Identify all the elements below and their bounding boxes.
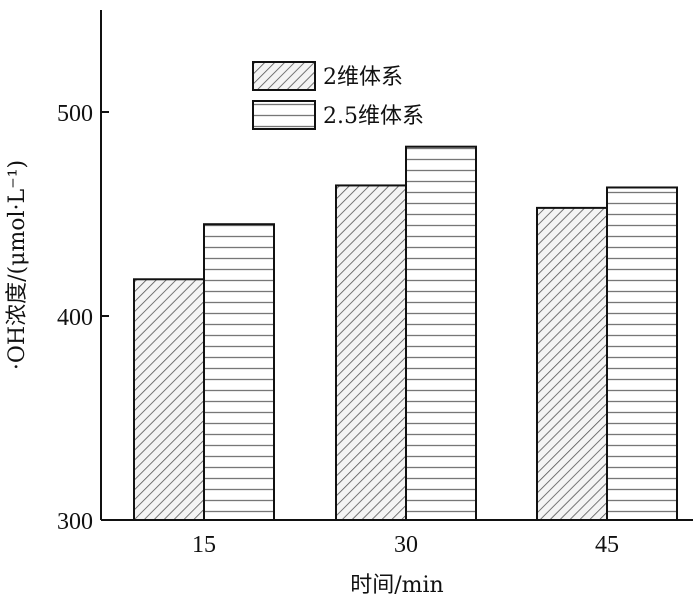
bars <box>133 145 678 521</box>
x-tick-label: 45 <box>595 532 619 558</box>
bar-series-1-30 <box>405 145 477 521</box>
bar-series-1-15 <box>203 223 275 521</box>
legend-label-0: 2维体系 <box>323 65 403 90</box>
legend-swatch-1 <box>252 100 316 130</box>
y-tick-label: 300 <box>57 509 93 535</box>
bar-series-1-45 <box>606 186 678 521</box>
y-tick-label: 500 <box>57 101 93 127</box>
y-axis-title: ·OH浓度/(μmol·L⁻¹) <box>5 160 30 370</box>
legend-label-1: 2.5维体系 <box>323 104 424 129</box>
legend: 2维体系 2.5维体系 <box>252 61 424 130</box>
bar-series-0-45 <box>536 206 608 521</box>
x-axis-title: 时间/min <box>350 573 443 598</box>
bar-series-0-30 <box>335 184 407 521</box>
bar-series-0-15 <box>133 278 205 521</box>
y-tick-label: 400 <box>57 305 93 331</box>
x-tick-label: 15 <box>192 532 216 558</box>
legend-swatch-0 <box>252 61 316 91</box>
x-tick-label: 30 <box>394 532 418 558</box>
y-ticks: 300 400 500 <box>57 101 109 535</box>
